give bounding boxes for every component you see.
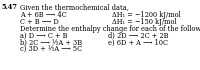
- Text: b) 2C ⟶ ½A + 3B: b) 2C ⟶ ½A + 3B: [20, 39, 82, 47]
- Text: A + 6B ⟶ 4C: A + 6B ⟶ 4C: [20, 11, 67, 19]
- Text: ΔH₁ = −150 kJ/mol: ΔH₁ = −150 kJ/mol: [112, 18, 177, 26]
- Text: Determine the enthalpy change for each of the following:: Determine the enthalpy change for each o…: [20, 25, 200, 33]
- Text: ΔH₁ = −1200 kJ/mol: ΔH₁ = −1200 kJ/mol: [112, 11, 181, 19]
- Text: C + B ⟶ D: C + B ⟶ D: [20, 18, 59, 26]
- Text: 5.47: 5.47: [1, 3, 17, 11]
- Text: c) 3D + ½A ⟶ 5C: c) 3D + ½A ⟶ 5C: [20, 46, 82, 54]
- Text: a) D ⟶ C + B: a) D ⟶ C + B: [20, 32, 68, 40]
- Text: Given the thermochemical data,: Given the thermochemical data,: [20, 3, 129, 11]
- Text: d) 2D ⟶ 2C + 2B: d) 2D ⟶ 2C + 2B: [108, 32, 168, 40]
- Text: e) 6D + A ⟶ 10C: e) 6D + A ⟶ 10C: [108, 39, 168, 47]
